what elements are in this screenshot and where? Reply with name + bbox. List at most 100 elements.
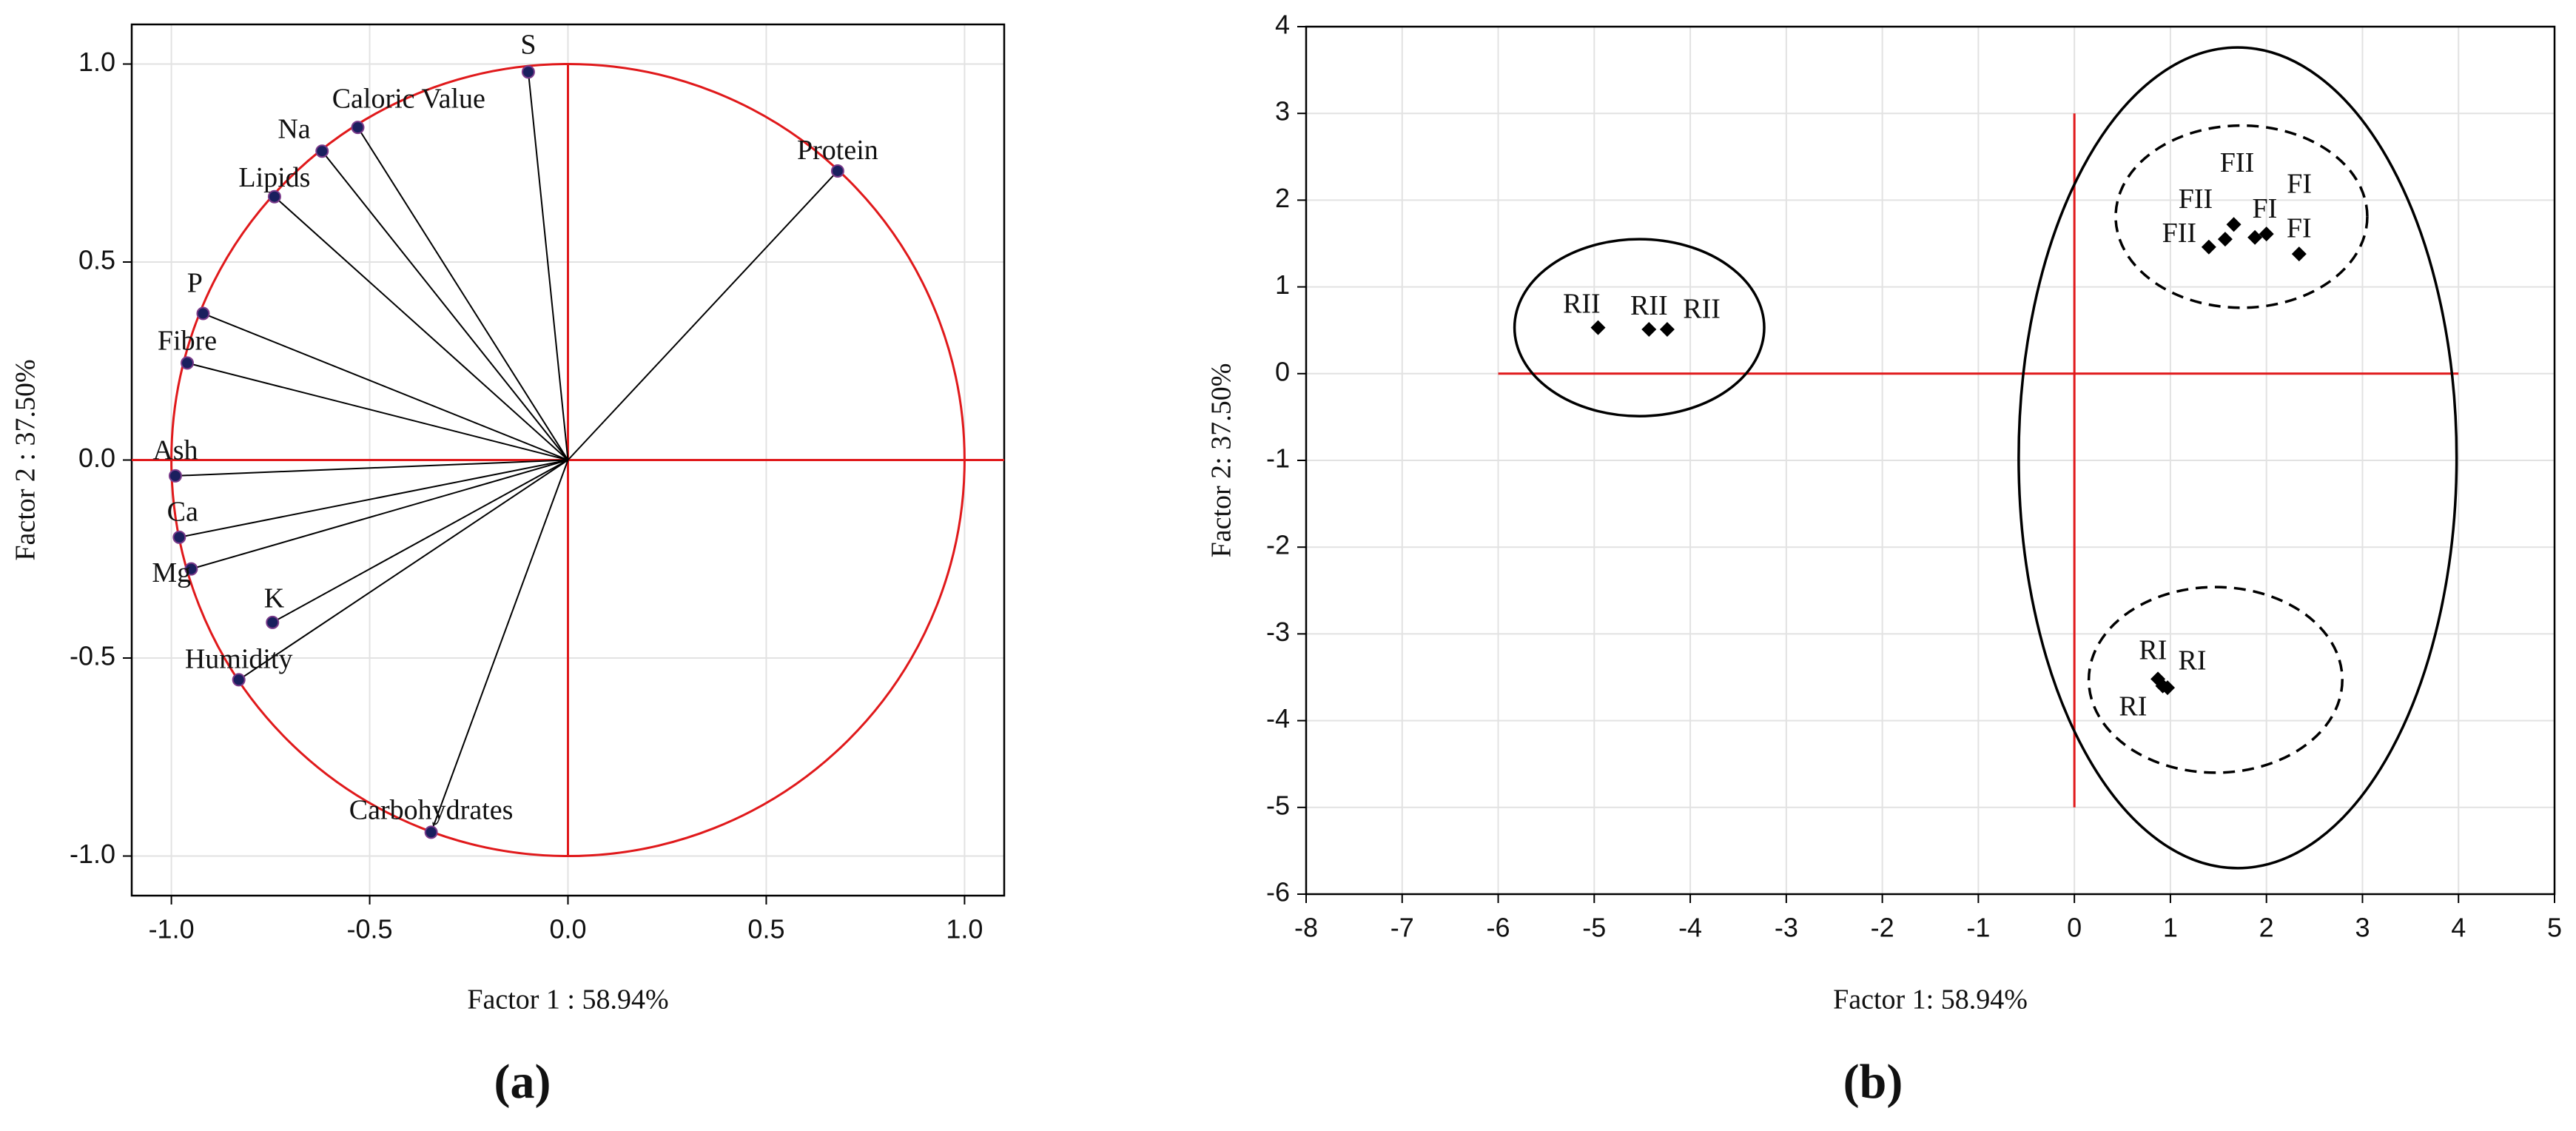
point: [184, 562, 198, 576]
x-tick-label: -1.0: [149, 914, 195, 944]
x-tick-label: 0.5: [747, 914, 784, 944]
loading-vector: [186, 362, 568, 461]
x-tick-label: 4: [2451, 913, 2466, 943]
loading-vector: [527, 72, 569, 460]
point: [2226, 217, 2242, 232]
point-label: FII: [2220, 147, 2254, 178]
group-ellipse: [2087, 585, 2344, 774]
caption: (a): [494, 1055, 551, 1109]
point-label: Ash: [152, 435, 198, 466]
y-tick-label: 0: [1275, 356, 1290, 386]
x-tick-label: 5: [2547, 913, 2562, 943]
loading-vector: [430, 460, 569, 833]
point-label: Mg: [152, 557, 191, 588]
y-tick-label: 3: [1275, 96, 1290, 127]
x-tick-label: 3: [2355, 913, 2370, 943]
y-axis-title: Factor 2: 37.50%: [1206, 363, 1237, 558]
x-tick-label: 1.0: [946, 914, 983, 944]
y-tick-label: -5: [1266, 790, 1290, 820]
point: [2291, 246, 2307, 262]
y-tick-label: -1: [1266, 443, 1290, 474]
point-label: Na: [278, 113, 310, 144]
point: [315, 144, 329, 158]
x-tick-label: 0.0: [549, 914, 586, 944]
loading-vector: [567, 170, 838, 461]
x-tick-label: -8: [1294, 913, 1318, 943]
point: [2201, 239, 2216, 255]
y-tick-label: -0.5: [70, 641, 115, 671]
point: [232, 673, 246, 687]
caption: (b): [1843, 1055, 1903, 1109]
point: [196, 306, 210, 320]
x-tick-label: -1: [1966, 913, 1990, 943]
y-tick-label: -1.0: [70, 839, 115, 869]
point-label: RII: [1683, 293, 1721, 324]
point-label: RI: [2119, 691, 2147, 722]
chart-panel: -8 -7 -6 -5 -4 -3 -2 -1 0 1 2 3 4 5 -6 -5 -4 -3 -2 -1 0 1 2 3 4 R…: [1206, 10, 2562, 1110]
point-label: FII: [2162, 218, 2196, 249]
point-label: RII: [1563, 289, 1601, 320]
point-label: K: [264, 583, 285, 614]
plot-frame: [1305, 25, 2556, 896]
point-label: P: [187, 268, 203, 299]
x-tick-label: -7: [1390, 913, 1414, 943]
x-tick-label: -4: [1678, 913, 1702, 943]
loading-vector: [321, 150, 569, 461]
loading-vector: [179, 459, 568, 538]
y-tick-label: 2: [1275, 183, 1290, 213]
point: [2160, 680, 2176, 696]
point: [266, 615, 280, 629]
point-label: Caloric Value: [332, 83, 485, 114]
point: [351, 121, 365, 135]
point-label: Lipids: [238, 162, 310, 193]
y-axis-title: Factor 2 : 37.50%: [10, 359, 41, 560]
y-tick-label: 4: [1275, 10, 1290, 40]
point-label: Fibre: [158, 326, 217, 357]
point: [172, 530, 186, 544]
group-ellipse: [2114, 124, 2369, 309]
point-label: S: [520, 30, 536, 61]
point-label: RII: [1630, 290, 1668, 321]
group-ellipse: [2017, 46, 2458, 870]
point-label: Humidity: [185, 644, 293, 675]
point-label: FI: [2253, 193, 2278, 224]
x-tick-label: 0: [2067, 913, 2082, 943]
point: [1641, 322, 1657, 338]
x-tick-label: -0.5: [347, 914, 393, 944]
loading-vector: [175, 459, 568, 477]
x-tick-label: -5: [1582, 913, 1606, 943]
point-label: FII: [2179, 184, 2213, 215]
point: [2217, 232, 2233, 247]
point: [1659, 322, 1675, 338]
loading-vector: [191, 459, 568, 570]
y-tick-label: -6: [1266, 877, 1290, 907]
x-tick-label: -2: [1871, 913, 1894, 943]
x-tick-label: -6: [1487, 913, 1510, 943]
y-tick-label: 1: [1275, 269, 1290, 300]
loading-vector: [274, 195, 569, 461]
point: [424, 825, 438, 839]
loading-vector: [357, 127, 569, 461]
x-axis-title: Factor 1: 58.94%: [1833, 984, 2028, 1016]
y-tick-label: -3: [1266, 617, 1290, 647]
point: [830, 164, 844, 178]
point: [2259, 226, 2274, 242]
x-tick-label: -3: [1775, 913, 1798, 943]
point: [267, 189, 281, 204]
point: [2247, 229, 2263, 245]
x-axis-title: Factor 1 : 58.94%: [467, 984, 668, 1016]
y-tick-label: -4: [1266, 703, 1290, 734]
loading-vector: [238, 459, 569, 681]
point-label: FI: [2287, 213, 2312, 244]
y-tick-label: 1.0: [78, 47, 115, 77]
loading-vector: [203, 312, 568, 461]
y-tick-label: 0.0: [78, 443, 115, 473]
y-tick-label: -2: [1266, 530, 1290, 560]
point-label: RI: [2179, 645, 2207, 676]
point: [521, 65, 535, 79]
point: [168, 469, 182, 483]
point-label: Carbohydrates: [349, 794, 514, 825]
chart-panel: -1.0 -0.5 0.0 0.5 1.0 -1.0 -0.5 0.0 0.5 1.0 S Calor…: [10, 23, 1006, 1109]
point-label: RI: [2139, 635, 2167, 666]
